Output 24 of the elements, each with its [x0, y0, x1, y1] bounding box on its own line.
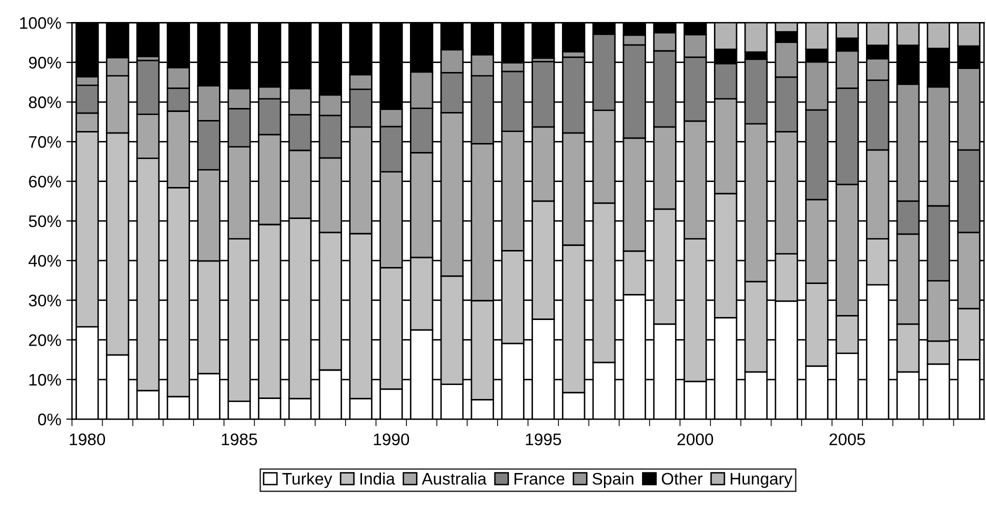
x-tick-label: 1995 [526, 433, 562, 446]
x-tick-label: 1985 [222, 433, 258, 446]
x-tick-label: 2005 [830, 433, 866, 446]
y-tick-label: 10% [29, 374, 61, 386]
y-tick-label: 80% [28, 96, 61, 108]
y-tick-label: 20% [29, 334, 61, 346]
legend-label: India [360, 472, 396, 485]
y-tick-label: 0% [38, 414, 61, 426]
legend-label: France [514, 473, 564, 485]
y-tick-label: 60% [29, 176, 61, 188]
y-tick-label: 50% [28, 215, 61, 228]
legend-label: Spain [592, 472, 634, 488]
legend-label: Hungary [730, 473, 792, 488]
y-tick-label: 70% [29, 136, 61, 148]
y-tick-label: 100% [20, 17, 61, 29]
x-tick-label: 2000 [678, 433, 714, 446]
legend-label: Australia [422, 472, 487, 485]
legend-label: Turkey [282, 472, 332, 488]
y-tick-label: 40% [28, 254, 61, 267]
x-tick-label: 1980 [70, 433, 106, 446]
x-tick-label: 1990 [374, 433, 410, 446]
legend-label: Other [662, 472, 702, 485]
y-tick-label: 30% [28, 294, 61, 306]
y-tick-label: 90% [28, 56, 61, 69]
